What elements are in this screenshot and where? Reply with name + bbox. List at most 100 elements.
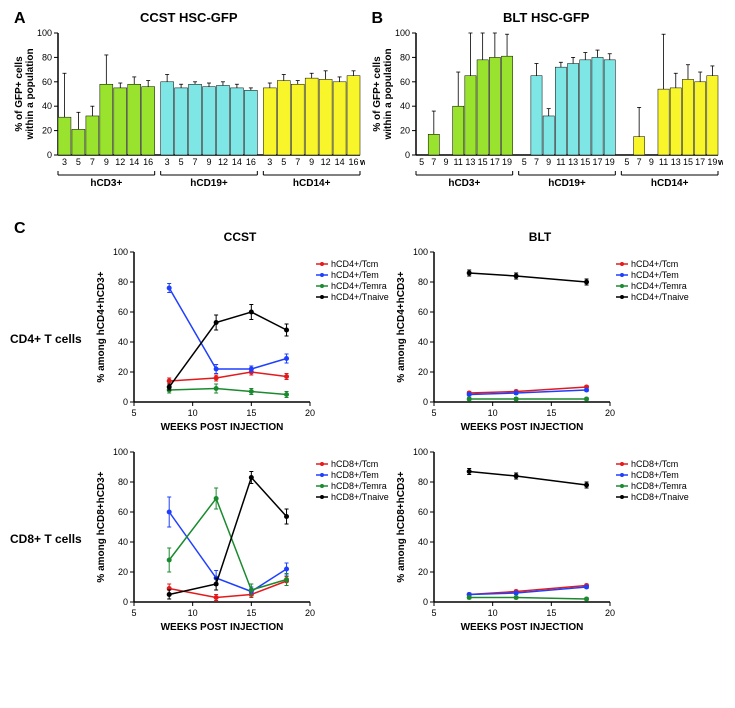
svg-text:% among hCD8+hCD3+: % among hCD8+hCD3+ [96,471,107,582]
svg-text:11: 11 [658,157,667,167]
svg-text:5: 5 [179,157,184,167]
svg-text:7: 7 [90,157,95,167]
svg-text:17: 17 [592,157,602,167]
svg-text:11: 11 [556,157,565,167]
row-title-cd8: CD8+ T cells [10,532,90,546]
svg-text:hCD4+/Tem: hCD4+/Tem [331,270,379,280]
svg-text:15: 15 [546,408,556,418]
svg-text:14: 14 [335,157,345,167]
svg-text:% of GFP+ cells: % of GFP+ cells [372,56,383,132]
svg-text:20: 20 [605,408,615,418]
svg-text:hCD19+: hCD19+ [548,178,586,189]
line-chart-c3: 0204060801005101520% among hCD8+hCD3+WEE… [390,444,690,634]
svg-text:10: 10 [188,608,198,618]
svg-text:100: 100 [413,447,428,457]
svg-text:19: 19 [604,157,614,167]
svg-text:hCD8+/Tnaive: hCD8+/Tnaive [331,492,389,502]
svg-text:13: 13 [670,157,680,167]
svg-text:hCD4+/Temra: hCD4+/Temra [631,281,687,291]
svg-text:9: 9 [546,157,551,167]
svg-text:% among hCD4+hCD3+: % among hCD4+hCD3+ [396,271,407,382]
svg-text:20: 20 [42,126,52,136]
svg-text:20: 20 [305,408,315,418]
svg-text:% of GFP+ cells: % of GFP+ cells [14,56,25,132]
svg-text:7: 7 [533,157,538,167]
svg-text:80: 80 [399,52,409,62]
svg-text:40: 40 [118,337,128,347]
svg-text:5: 5 [131,608,136,618]
svg-text:within a population: within a population [383,48,394,140]
svg-text:hCD4+/Tem: hCD4+/Tem [631,270,679,280]
svg-text:9: 9 [104,157,109,167]
svg-text:within a population: within a population [25,48,36,140]
line-chart-c0: 0204060801005101520% among hCD4+hCD3+WEE… [90,244,390,434]
svg-text:10: 10 [488,608,498,618]
svg-text:12: 12 [321,157,331,167]
svg-text:hCD8+/Tem: hCD8+/Tem [631,470,679,480]
svg-text:100: 100 [113,447,128,457]
svg-text:100: 100 [413,247,428,257]
svg-text:80: 80 [418,277,428,287]
panel-label-b: B [372,10,384,28]
svg-text:9: 9 [206,157,211,167]
svg-text:100: 100 [37,28,52,38]
svg-text:12: 12 [218,157,228,167]
svg-text:0: 0 [423,597,428,607]
svg-text:11: 11 [453,157,462,167]
svg-text:17: 17 [695,157,705,167]
panel-a-title: CCST HSC-GFP [10,10,368,25]
svg-text:9: 9 [309,157,314,167]
svg-text:60: 60 [418,507,428,517]
col-title-blt: BLT [390,230,690,244]
svg-text:19: 19 [502,157,512,167]
svg-text:80: 80 [118,277,128,287]
col-title-ccst: CCST [90,230,390,244]
svg-text:7: 7 [636,157,641,167]
svg-text:5: 5 [131,408,136,418]
svg-text:5: 5 [624,157,629,167]
svg-text:5: 5 [521,157,526,167]
svg-text:20: 20 [305,608,315,618]
svg-text:60: 60 [399,77,409,87]
svg-text:60: 60 [118,307,128,317]
svg-text:10: 10 [188,408,198,418]
svg-text:7: 7 [193,157,198,167]
svg-text:20: 20 [418,567,428,577]
svg-text:0: 0 [423,397,428,407]
svg-text:3: 3 [62,157,67,167]
svg-text:5: 5 [281,157,286,167]
svg-text:hCD19+: hCD19+ [190,178,228,189]
svg-text:15: 15 [246,408,256,418]
svg-text:80: 80 [418,477,428,487]
svg-text:0: 0 [123,597,128,607]
panel-b-title: BLT HSC-GFP [368,10,726,25]
svg-text:hCD14+: hCD14+ [293,178,331,189]
svg-text:15: 15 [246,608,256,618]
svg-text:100: 100 [394,28,409,38]
svg-text:hCD3+: hCD3+ [448,178,480,189]
svg-text:WEEKS POST INJECTION: WEEKS POST INJECTION [461,422,584,433]
line-chart-c1: 0204060801005101520% among hCD4+hCD3+WEE… [390,244,690,434]
svg-text:15: 15 [546,608,556,618]
svg-text:10: 10 [488,408,498,418]
svg-text:0: 0 [404,150,409,160]
svg-text:20: 20 [399,126,409,136]
svg-text:hCD8+/Tcm: hCD8+/Tcm [631,459,678,469]
svg-text:0: 0 [47,150,52,160]
svg-text:15: 15 [682,157,692,167]
svg-text:% among hCD4+hCD3+: % among hCD4+hCD3+ [96,271,107,382]
svg-text:WEEKS POST INJECTION: WEEKS POST INJECTION [461,622,584,633]
svg-text:80: 80 [118,477,128,487]
svg-text:9: 9 [443,157,448,167]
svg-text:% among hCD8+hCD3+: % among hCD8+hCD3+ [396,471,407,582]
svg-text:wph: wph [359,157,365,167]
svg-text:5: 5 [431,408,436,418]
svg-text:60: 60 [418,307,428,317]
svg-text:60: 60 [42,77,52,87]
svg-text:5: 5 [76,157,81,167]
svg-text:15: 15 [580,157,590,167]
svg-text:16: 16 [246,157,256,167]
bar-chart-b: 020406080100% of GFP+ cellswithin a popu… [368,25,723,195]
svg-text:hCD8+/Temra: hCD8+/Temra [631,481,687,491]
svg-text:WEEKS POST INJECTION: WEEKS POST INJECTION [161,422,284,433]
